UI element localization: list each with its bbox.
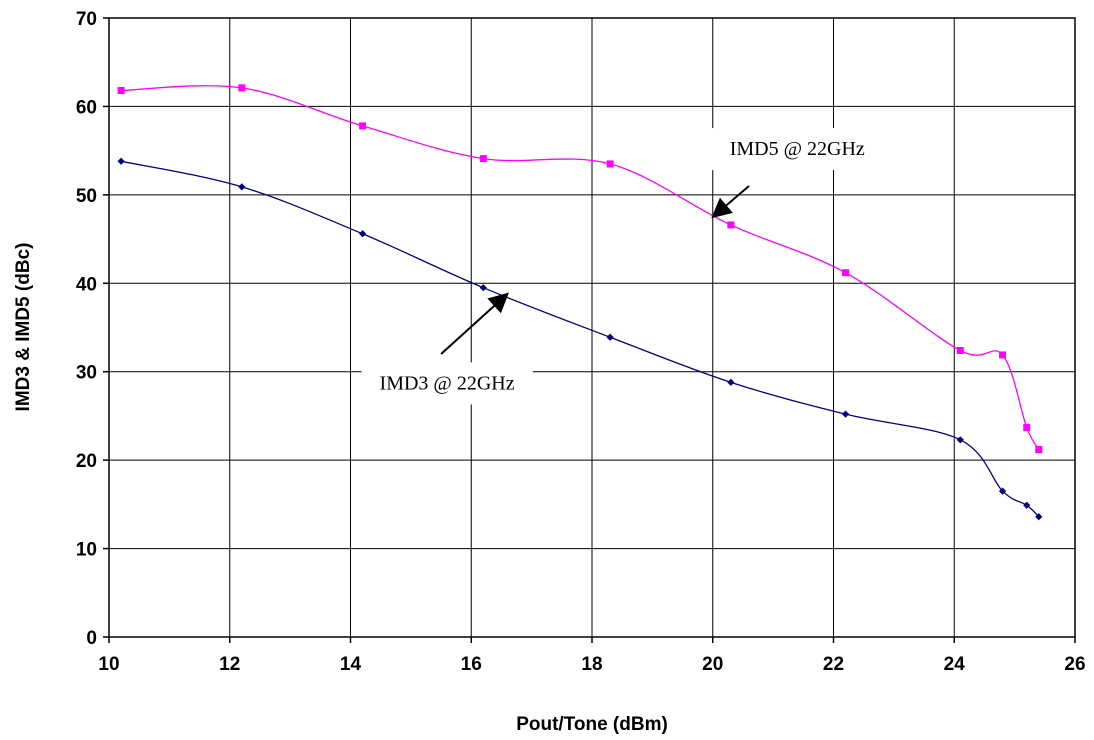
x-tick-label: 16	[461, 654, 482, 675]
y-tick-label: 40	[76, 274, 97, 295]
series-layer	[117, 84, 1043, 521]
series-imd5	[117, 84, 1043, 454]
x-tick-label: 10	[98, 654, 119, 675]
series-imd3	[117, 157, 1043, 521]
x-axis-title: Pout/Tone (dBm)	[516, 714, 668, 735]
data-point	[359, 122, 367, 130]
data-point	[479, 155, 487, 163]
y-tick-label: 0	[86, 628, 97, 649]
data-point	[358, 230, 367, 238]
data-point	[606, 160, 614, 168]
x-tick-label: 20	[702, 654, 723, 675]
annotation-background	[361, 362, 533, 405]
data-point	[1035, 513, 1043, 521]
annotation-arrow	[711, 185, 750, 219]
y-tick-label: 30	[76, 363, 97, 384]
data-point	[606, 333, 614, 341]
data-point	[117, 157, 125, 165]
x-tick-label: 18	[581, 654, 602, 675]
x-tick-label: 12	[219, 654, 240, 675]
plot-border	[108, 17, 1076, 638]
x-tick-label: 26	[1064, 654, 1085, 675]
data-point	[841, 410, 850, 418]
data-point	[956, 436, 964, 444]
annotations: IMD5 @ 22GHz IMD3 @ 22GHz	[361, 128, 883, 405]
y-tick-label: 50	[76, 186, 97, 207]
data-point	[842, 269, 850, 277]
y-tick-label: 70	[76, 9, 97, 30]
annotation-imd3-label: IMD3 @ 22GHz	[361, 292, 533, 405]
data-point	[956, 346, 964, 354]
data-point	[238, 84, 246, 92]
data-point	[1035, 446, 1043, 454]
annotation-text: IMD5 @ 22GHz	[730, 138, 865, 160]
data-point	[1023, 423, 1031, 431]
y-tick-label: 60	[76, 97, 97, 118]
data-point	[238, 183, 246, 191]
data-point	[1023, 501, 1031, 509]
annotation-imd5-label: IMD5 @ 22GHz	[711, 128, 883, 219]
x-tick-label: 14	[340, 654, 362, 675]
data-point	[479, 284, 487, 292]
y-tick-label: 10	[76, 540, 97, 561]
gridlines	[103, 17, 1076, 643]
x-tick-label: 22	[823, 654, 844, 675]
data-point	[998, 487, 1007, 495]
x-tick-label: 24	[944, 654, 966, 675]
annotation-arrow	[440, 292, 509, 355]
annotation-background	[711, 128, 883, 171]
data-point	[727, 221, 735, 229]
y-tick-label: 20	[76, 451, 97, 472]
data-point	[727, 378, 735, 386]
data-point	[999, 351, 1007, 359]
y-axis-title: IMD3 & IMD5 (dBc)	[13, 243, 34, 412]
annotation-text: IMD3 @ 22GHz	[380, 372, 515, 394]
data-point	[117, 87, 125, 95]
